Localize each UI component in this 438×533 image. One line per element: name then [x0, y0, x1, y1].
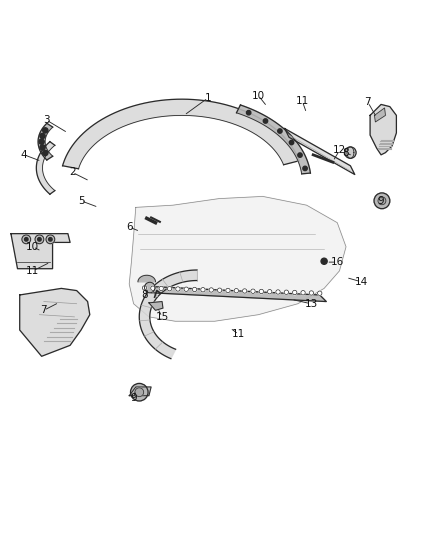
Polygon shape [145, 286, 326, 302]
Circle shape [284, 290, 289, 294]
Polygon shape [38, 123, 53, 160]
Circle shape [243, 289, 247, 293]
Text: 10: 10 [252, 91, 265, 101]
Circle shape [25, 238, 28, 241]
Polygon shape [237, 105, 311, 174]
Circle shape [42, 128, 48, 133]
Text: 10: 10 [26, 242, 39, 252]
Text: 3: 3 [42, 115, 49, 125]
Circle shape [290, 140, 294, 144]
Text: 15: 15 [155, 312, 169, 322]
Circle shape [201, 287, 205, 292]
Circle shape [374, 193, 390, 209]
Text: 8: 8 [141, 290, 148, 300]
Circle shape [42, 150, 48, 156]
Circle shape [39, 139, 44, 144]
Circle shape [259, 289, 264, 294]
Circle shape [151, 286, 155, 290]
Circle shape [35, 235, 44, 244]
Polygon shape [129, 387, 151, 395]
Circle shape [135, 388, 144, 397]
Circle shape [268, 289, 272, 294]
Text: 6: 6 [126, 222, 133, 232]
Polygon shape [374, 108, 385, 122]
Polygon shape [347, 147, 354, 158]
Circle shape [40, 145, 45, 150]
Circle shape [309, 291, 314, 295]
Text: 5: 5 [78, 196, 85, 206]
Circle shape [131, 383, 148, 401]
Polygon shape [285, 128, 355, 174]
Polygon shape [129, 197, 346, 321]
Text: 13: 13 [304, 298, 318, 309]
Circle shape [38, 238, 41, 241]
Circle shape [167, 287, 172, 291]
Circle shape [298, 153, 302, 157]
Circle shape [22, 235, 31, 244]
Circle shape [378, 197, 386, 205]
Text: 11: 11 [296, 96, 309, 106]
Text: 4: 4 [21, 150, 28, 160]
Circle shape [142, 286, 147, 290]
Circle shape [303, 166, 307, 171]
Circle shape [145, 282, 155, 293]
Circle shape [226, 288, 230, 293]
Text: 8: 8 [343, 148, 350, 158]
Polygon shape [149, 302, 163, 310]
Circle shape [234, 288, 239, 293]
Text: 9: 9 [130, 393, 137, 403]
Circle shape [184, 287, 188, 292]
Circle shape [176, 287, 180, 291]
Polygon shape [370, 104, 396, 155]
Text: 12: 12 [333, 146, 346, 156]
Circle shape [159, 286, 163, 290]
Circle shape [46, 235, 55, 244]
Circle shape [192, 287, 197, 292]
Text: 7: 7 [364, 97, 371, 107]
Circle shape [321, 258, 327, 264]
Polygon shape [11, 233, 70, 269]
Polygon shape [138, 275, 155, 282]
Text: 7: 7 [40, 305, 47, 316]
Circle shape [278, 129, 282, 133]
Polygon shape [36, 142, 55, 194]
Text: 2: 2 [69, 167, 76, 177]
Circle shape [247, 110, 251, 115]
Circle shape [263, 119, 268, 123]
Text: 11: 11 [26, 266, 39, 276]
Text: 9: 9 [378, 196, 385, 206]
Circle shape [293, 290, 297, 295]
Text: 11: 11 [232, 329, 245, 340]
Polygon shape [63, 99, 299, 169]
Text: 16: 16 [331, 257, 344, 267]
Polygon shape [20, 288, 90, 356]
Circle shape [40, 133, 45, 139]
Text: 14: 14 [355, 277, 368, 287]
Circle shape [276, 290, 280, 294]
Circle shape [345, 147, 356, 158]
Circle shape [217, 288, 222, 293]
Polygon shape [139, 270, 197, 359]
Circle shape [301, 290, 305, 295]
Text: 1: 1 [205, 93, 212, 103]
Circle shape [251, 289, 255, 293]
Circle shape [318, 291, 322, 295]
Circle shape [209, 288, 213, 292]
Circle shape [49, 238, 52, 241]
